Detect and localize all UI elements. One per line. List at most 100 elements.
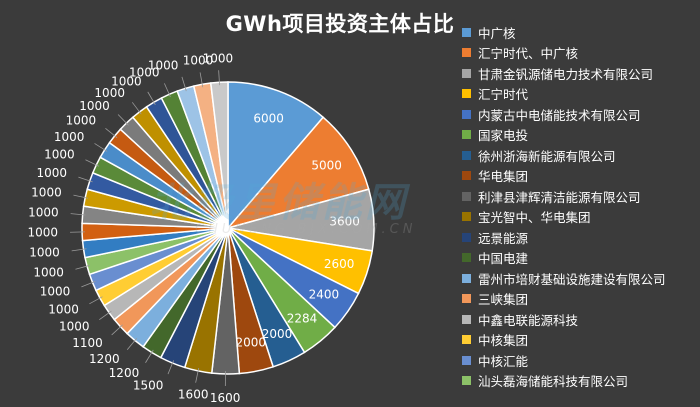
data-label: 1000 bbox=[31, 186, 62, 200]
legend-swatch bbox=[462, 335, 471, 345]
data-label: 1000 bbox=[111, 75, 142, 89]
pie-slice bbox=[227, 81, 325, 231]
legend-swatch bbox=[462, 191, 471, 201]
legend-item: 汇宁时代、中广核 bbox=[462, 43, 700, 64]
data-label: 1000 bbox=[183, 54, 214, 68]
leader-line bbox=[111, 324, 123, 336]
data-label: 2400 bbox=[309, 288, 340, 302]
leader-line bbox=[199, 72, 204, 88]
leader-line bbox=[147, 91, 156, 105]
legend-label: 甘肃金钒源储电力技术有限公司 bbox=[478, 66, 654, 82]
legend-swatch bbox=[462, 150, 471, 160]
legend-swatch bbox=[462, 130, 471, 140]
watermark-sub: CHUNENG.BJX.COM.CN bbox=[195, 222, 417, 237]
data-label: 1000 bbox=[59, 320, 90, 334]
data-label: 1000 bbox=[203, 51, 234, 65]
leader-line bbox=[195, 367, 200, 383]
legend-item: 甘肃金钒源储电力技术有限公司 bbox=[462, 63, 700, 84]
leader-line bbox=[71, 248, 87, 252]
leader-line bbox=[78, 176, 93, 183]
legend-item: 远景能源 bbox=[462, 227, 700, 248]
legend-item: 中广核 bbox=[462, 22, 700, 43]
leader-line bbox=[99, 310, 112, 320]
data-label: 1000 bbox=[148, 58, 179, 72]
leader-line bbox=[85, 159, 100, 167]
legend-item: 内蒙古中电储能技术有限公司 bbox=[462, 104, 700, 125]
legend-item: 国家电投 bbox=[462, 125, 700, 146]
data-label: 1600 bbox=[210, 391, 241, 405]
legend-item: 宝光智中、华电集团 bbox=[462, 207, 700, 228]
leader-line bbox=[94, 143, 108, 152]
legend-item: 汇宁时代 bbox=[462, 84, 700, 105]
legend-label: 内蒙古中电储能技术有限公司 bbox=[478, 107, 641, 123]
data-label: 1000 bbox=[33, 265, 64, 279]
leader-line bbox=[167, 360, 175, 375]
data-label: 1000 bbox=[37, 166, 68, 180]
data-label: 2600 bbox=[324, 257, 355, 271]
data-label: 1200 bbox=[89, 352, 120, 366]
legend-label: 中广核 bbox=[478, 25, 516, 41]
legend-item: 利津县津辉清洁能源有限公司 bbox=[462, 186, 700, 207]
legend-label: 汕头磊海储能科技有限公司 bbox=[478, 374, 629, 390]
leader-line bbox=[117, 114, 129, 126]
legend-swatch bbox=[462, 355, 471, 365]
legend-swatch bbox=[462, 294, 471, 304]
legend-label: 中国电建 bbox=[478, 251, 529, 267]
legend-swatch bbox=[462, 376, 471, 386]
legend-label: 汇宁时代、中广核 bbox=[478, 46, 579, 62]
leader-line bbox=[126, 337, 138, 350]
data-label: 2000 bbox=[262, 327, 293, 341]
legend-item: 华电集团 bbox=[462, 166, 700, 187]
legend-label: 国家电投 bbox=[478, 128, 529, 144]
data-label: 1100 bbox=[72, 336, 103, 350]
legend-swatch bbox=[462, 273, 471, 283]
data-label: 1000 bbox=[66, 114, 97, 128]
legend-label: 中核集团 bbox=[478, 333, 529, 349]
leader-line bbox=[70, 213, 86, 216]
legend-swatch bbox=[462, 232, 471, 242]
legend-swatch bbox=[462, 109, 471, 119]
data-label: 6000 bbox=[253, 111, 284, 125]
leader-line bbox=[89, 296, 103, 305]
legend-item: 徐州浙海新能源有限公司 bbox=[462, 145, 700, 166]
leader-line bbox=[164, 83, 171, 98]
data-label: 1000 bbox=[29, 246, 60, 260]
leader-line bbox=[73, 194, 89, 199]
data-label: 1000 bbox=[129, 65, 160, 79]
legend-swatch bbox=[462, 89, 471, 99]
legend-label: 汇宁时代 bbox=[478, 87, 529, 103]
data-label: 1000 bbox=[94, 86, 125, 100]
legend-swatch bbox=[462, 171, 471, 181]
leader-line bbox=[218, 70, 220, 86]
data-label: 1000 bbox=[48, 303, 79, 317]
data-label: 1000 bbox=[40, 284, 71, 298]
legend-swatch bbox=[462, 314, 471, 324]
legend-label: 利津县津辉清洁能源有限公司 bbox=[478, 189, 641, 205]
legend-label: 华电集团 bbox=[478, 169, 529, 185]
legend-label: 中核汇能 bbox=[478, 353, 529, 369]
legend-item: 中国电建 bbox=[462, 248, 700, 269]
leader-line bbox=[181, 76, 187, 92]
legend-label: 宝光智中、华电集团 bbox=[478, 210, 591, 226]
legend-label: 徐州浙海新能源有限公司 bbox=[478, 148, 616, 164]
data-label: 1500 bbox=[133, 378, 164, 392]
data-label: 3600 bbox=[329, 214, 360, 228]
legend-label: 雷州市培财基础设施建设有限公司 bbox=[478, 271, 666, 287]
data-label: 1000 bbox=[28, 206, 59, 220]
leader-line bbox=[81, 280, 96, 288]
legend-item: 中核集团 bbox=[462, 330, 700, 351]
data-label: 1000 bbox=[54, 130, 85, 144]
legend-swatch bbox=[462, 212, 471, 222]
leader-line bbox=[75, 264, 90, 270]
data-label: 1000 bbox=[79, 99, 110, 113]
legend-item: 三峡集团 bbox=[462, 289, 700, 310]
data-label: 1000 bbox=[44, 148, 75, 162]
legend-swatch bbox=[462, 27, 471, 37]
data-label: 1200 bbox=[109, 366, 140, 380]
data-label: 5000 bbox=[311, 158, 342, 172]
legend-swatch bbox=[462, 68, 471, 78]
legend-item: 汕头磊海储能科技有限公司 bbox=[462, 371, 700, 392]
legend: 中广核汇宁时代、中广核甘肃金钒源储电力技术有限公司 汇宁时代内蒙古中电储能技术有限… bbox=[462, 22, 700, 391]
